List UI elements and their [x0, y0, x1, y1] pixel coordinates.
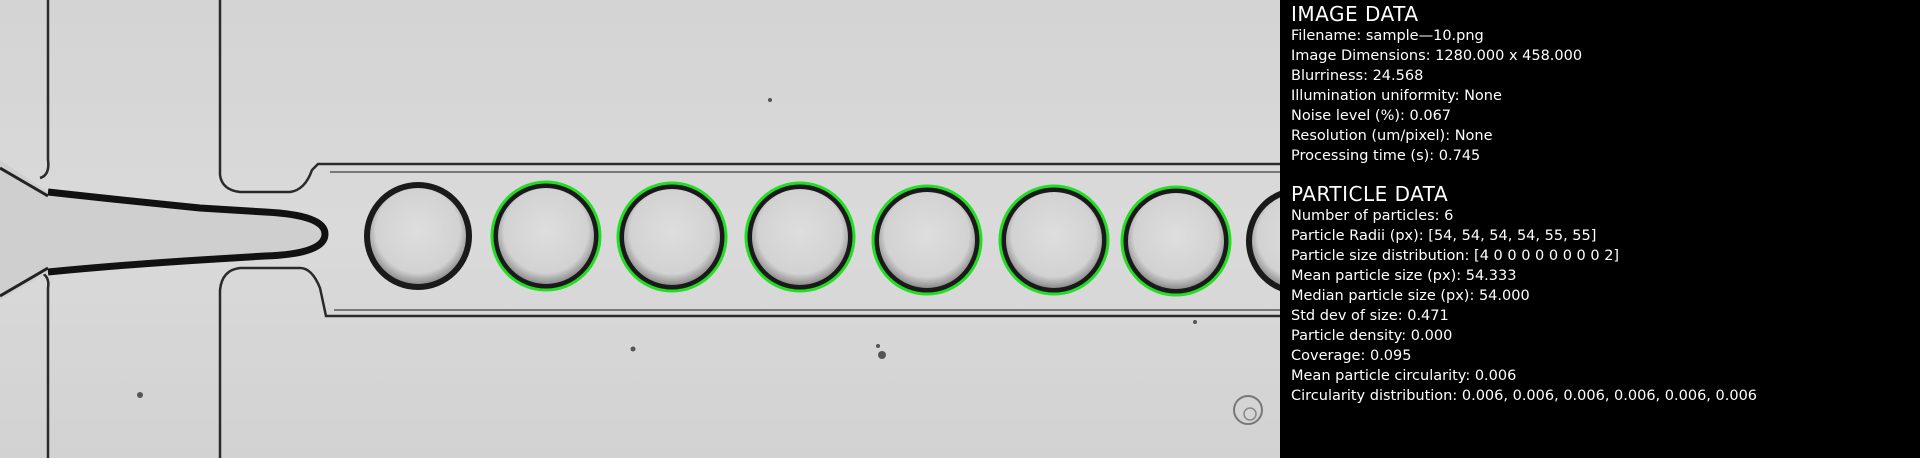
- droplet: [492, 182, 600, 290]
- detection-circle: [1120, 185, 1232, 297]
- image-data-title: IMAGE DATA: [1291, 2, 1419, 26]
- main-channel-walls: [330, 171, 1280, 311]
- info-line: Image Dimensions: 1280.000 x 458.000: [1291, 48, 1583, 64]
- detection-circle: [998, 184, 1110, 296]
- info-line: Particle Radii (px): [54, 54, 54, 54, 55…: [1291, 228, 1597, 244]
- particle-data-title: PARTICLE DATA: [1291, 182, 1449, 206]
- vertical-channel-walls: [39, 0, 1280, 458]
- info-line: Particle size distribution: [4 0 0 0 0 0…: [1291, 248, 1620, 264]
- droplets: [364, 182, 1280, 295]
- info-line: Particle density: 0.000: [1291, 328, 1453, 344]
- info-line: Coverage: 0.095: [1291, 348, 1412, 364]
- droplet: [1000, 186, 1108, 294]
- info-line: Std dev of size: 0.471: [1291, 308, 1449, 324]
- detection-circle: [744, 181, 856, 293]
- droplet: [1246, 190, 1280, 292]
- detection-circle: [616, 181, 728, 293]
- info-line: Mean particle size (px): 54.333: [1291, 268, 1517, 284]
- info-line: Filename: sample—10.png: [1291, 28, 1484, 44]
- droplet: [1122, 187, 1230, 295]
- inlet-stream: [0, 160, 329, 300]
- microscope-image: [0, 0, 1280, 458]
- detection-overlay: [490, 180, 1232, 297]
- microfluidic-channel-graphic: [0, 0, 1280, 458]
- info-line: Median particle size (px): 54.000: [1291, 288, 1530, 304]
- droplet: [618, 183, 726, 291]
- info-line: Illumination uniformity: None: [1291, 88, 1502, 104]
- info-line: Processing time (s): 0.745: [1291, 148, 1481, 164]
- debris: [137, 98, 1263, 425]
- info-line: Noise level (%): 0.067: [1291, 108, 1452, 124]
- info-panel: IMAGE DATA Filename: sample—10.png Image …: [1280, 0, 1920, 458]
- info-line: Circularity distribution: 0.006, 0.006, …: [1291, 388, 1758, 404]
- info-line: Mean particle circularity: 0.006: [1291, 368, 1517, 384]
- info-line: Number of particles: 6: [1291, 208, 1454, 224]
- droplet: [873, 186, 981, 294]
- info-line: Resolution (um/pixel): None: [1291, 128, 1493, 144]
- droplet: [364, 182, 472, 290]
- droplet: [746, 183, 854, 291]
- detection-circle: [871, 184, 983, 296]
- detection-circle: [490, 180, 602, 292]
- info-line: Blurriness: 24.568: [1291, 68, 1424, 84]
